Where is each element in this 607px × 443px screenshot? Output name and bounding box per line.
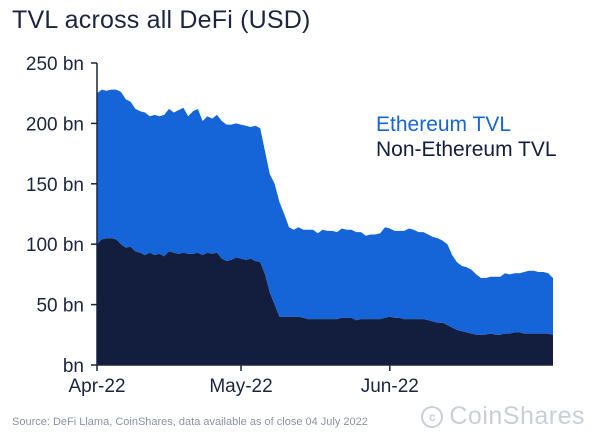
coinshares-logo-icon: c — [421, 405, 444, 428]
coinshares-brand: c CoinShares — [421, 402, 585, 431]
legend-non-ethereum-tvl: Non-Ethereum TVL — [376, 138, 557, 161]
y-tick-label: 150 bn — [26, 175, 84, 196]
y-tick-label: 200 bn — [26, 114, 84, 135]
y-tick-label: bn — [63, 356, 84, 377]
x-tick-label: May-22 — [209, 376, 272, 397]
legend-ethereum-tvl: Ethereum TVL — [376, 113, 511, 136]
brand-name: CoinShares — [449, 402, 585, 430]
x-tick-label: Jun-22 — [361, 376, 419, 397]
y-tick-label: 250 bn — [26, 54, 84, 75]
source-note: Source: DeFi Llama, CoinShares, data ava… — [12, 416, 368, 428]
y-tick-label: 50 bn — [36, 296, 84, 317]
ethereum-tvl-area — [97, 89, 553, 335]
non-ethereum-tvl-area — [97, 238, 553, 365]
y-tick-label: 100 bn — [26, 235, 84, 256]
x-tick-label: Apr-22 — [68, 376, 125, 397]
chart-title: TVL across all DeFi (USD) — [12, 6, 311, 34]
